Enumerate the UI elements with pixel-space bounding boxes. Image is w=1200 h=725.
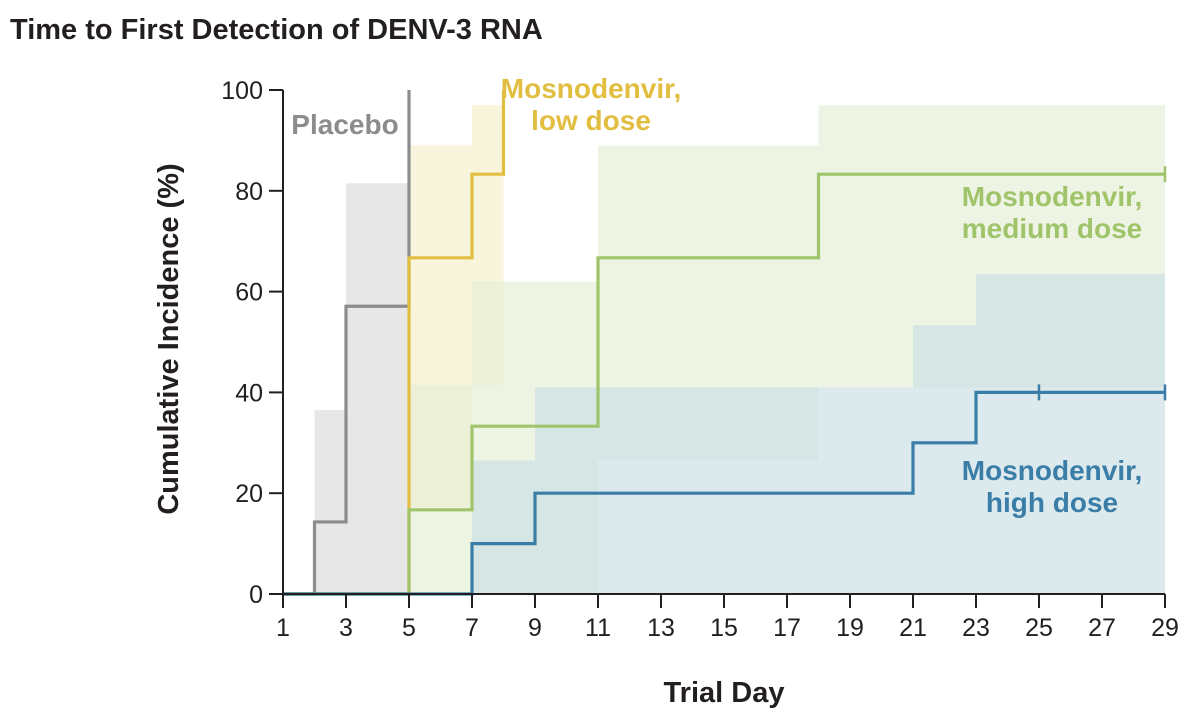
series-label-line: Mosnodenvir,	[962, 181, 1142, 212]
x-tick-label: 13	[647, 614, 675, 642]
y-tick-label: 80	[235, 178, 263, 206]
series-label-line: Mosnodenvir,	[962, 455, 1142, 486]
placebo-ci-band	[314, 410, 346, 594]
series-label-line: Mosnodenvir,	[501, 73, 681, 104]
x-tick-label: 27	[1088, 614, 1116, 642]
x-tick-label: 19	[836, 614, 864, 642]
mosnodenvir-low-dose-label: Mosnodenvir, low dose	[501, 73, 681, 136]
mosnodenvir-medium-dose-ci-band	[409, 384, 472, 594]
x-tick-label: 29	[1151, 614, 1179, 642]
mosnodenvir-high-dose-ci-band	[913, 325, 976, 594]
y-tick-label: 100	[221, 77, 263, 105]
x-tick-label: 7	[465, 614, 479, 642]
x-tick-label: 21	[899, 614, 927, 642]
y-axis-title: Cumulative Incidence (%)	[153, 163, 185, 514]
mosnodenvir-high-dose-line	[283, 390, 1165, 596]
mosnodenvir-high-dose-ci-band	[472, 460, 535, 594]
series-label-line: medium dose	[962, 213, 1142, 244]
series-label-line: Placebo	[291, 109, 398, 140]
series-label-line: low dose	[531, 105, 651, 136]
mosnodenvir-high-dose-label: Mosnodenvir, high dose	[962, 455, 1142, 518]
placebo-label: Placebo	[291, 109, 398, 140]
chart-title: Time to First Detection of DENV-3 RNA	[10, 14, 543, 46]
placebo-ci-band	[346, 183, 409, 595]
x-tick-label: 15	[710, 614, 738, 642]
y-tick-label: 0	[249, 581, 263, 609]
x-tick-label: 3	[339, 614, 353, 642]
x-tick-label: 25	[1025, 614, 1053, 642]
mosnodenvir-medium-dose-label: Mosnodenvir, medium dose	[962, 181, 1142, 244]
mosnodenvir-high-dose-ci-band	[535, 387, 913, 594]
x-tick-label: 23	[962, 614, 990, 642]
y-tick-label: 20	[235, 480, 263, 508]
mosnodenvir-high-dose-ci-band	[976, 273, 1165, 594]
series-label-line: high dose	[986, 487, 1118, 518]
x-tick-label: 17	[773, 614, 801, 642]
x-axis-title: Trial Day	[664, 677, 785, 709]
x-tick-label: 11	[585, 614, 611, 642]
x-tick-label: 9	[528, 614, 542, 642]
confidence-bands	[314, 105, 1165, 595]
x-tick-label: 5	[402, 614, 416, 642]
y-tick-label: 60	[235, 279, 263, 307]
mosnodenvir-medium-dose-line	[283, 172, 1165, 596]
x-tick-label: 1	[276, 614, 290, 642]
y-tick-label: 40	[235, 379, 263, 407]
